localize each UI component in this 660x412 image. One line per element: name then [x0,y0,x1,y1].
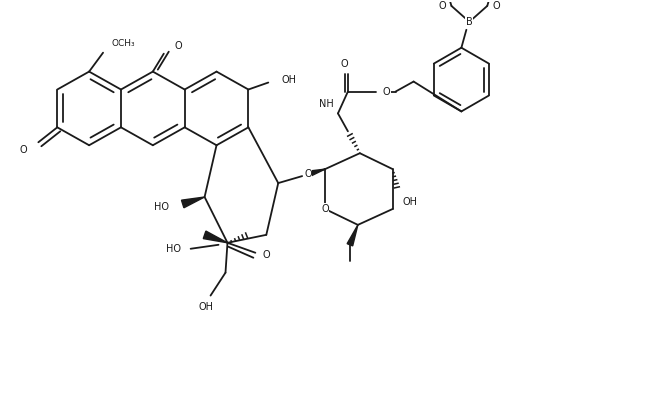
Text: HO: HO [166,244,181,254]
Polygon shape [347,225,358,246]
Text: O: O [20,145,28,155]
Text: OH: OH [198,302,213,312]
Text: NH: NH [319,99,334,110]
Polygon shape [308,169,325,177]
Text: O: O [304,169,312,179]
Text: B: B [466,17,473,27]
Text: O: O [492,1,500,11]
Text: HO: HO [154,202,169,212]
Text: OH: OH [403,197,418,207]
Text: OH: OH [281,75,296,84]
Text: O: O [175,41,182,51]
Text: O: O [340,59,348,69]
Polygon shape [203,231,228,243]
Text: O: O [262,250,270,260]
Text: O: O [383,87,390,96]
Polygon shape [182,197,205,208]
Text: O: O [439,1,446,11]
Text: OCH₃: OCH₃ [111,39,135,48]
Text: O: O [321,204,329,214]
